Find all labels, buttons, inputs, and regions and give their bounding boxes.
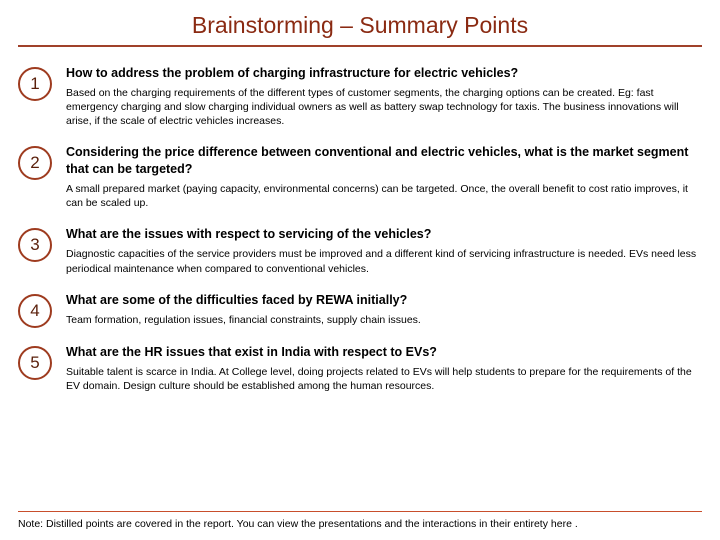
item-question: What are the HR issues that exist in Ind… <box>66 344 702 361</box>
item-question: What are the issues with respect to serv… <box>66 226 702 243</box>
item-answer: Based on the charging requirements of th… <box>66 86 702 129</box>
item-content: How to address the problem of charging i… <box>66 65 702 128</box>
item-content: Considering the price difference between… <box>66 144 702 210</box>
item-number-badge: 3 <box>18 228 52 262</box>
item-number-badge: 2 <box>18 146 52 180</box>
summary-item: 1 How to address the problem of charging… <box>18 65 702 128</box>
item-content: What are the HR issues that exist in Ind… <box>66 344 702 393</box>
footnote-text: Note: Distilled points are covered in th… <box>18 518 702 530</box>
item-answer: Team formation, regulation issues, finan… <box>66 313 702 327</box>
item-content: What are the issues with respect to serv… <box>66 226 702 275</box>
item-number-badge: 1 <box>18 67 52 101</box>
item-answer: A small prepared market (paying capacity… <box>66 182 702 210</box>
summary-item: 4 What are some of the difficulties face… <box>18 292 702 328</box>
item-answer: Diagnostic capacities of the service pro… <box>66 247 702 275</box>
slide-container: Brainstorming – Summary Points 1 How to … <box>0 0 720 540</box>
footnote-container: Note: Distilled points are covered in th… <box>18 511 702 530</box>
item-answer: Suitable talent is scarce in India. At C… <box>66 365 702 393</box>
item-question: Considering the price difference between… <box>66 144 702 178</box>
slide-title: Brainstorming – Summary Points <box>18 12 702 47</box>
summary-item: 2 Considering the price difference betwe… <box>18 144 702 210</box>
summary-item: 5 What are the HR issues that exist in I… <box>18 344 702 393</box>
summary-item: 3 What are the issues with respect to se… <box>18 226 702 275</box>
item-number-badge: 5 <box>18 346 52 380</box>
item-question: What are some of the difficulties faced … <box>66 292 702 309</box>
item-content: What are some of the difficulties faced … <box>66 292 702 327</box>
item-number-badge: 4 <box>18 294 52 328</box>
item-question: How to address the problem of charging i… <box>66 65 702 82</box>
